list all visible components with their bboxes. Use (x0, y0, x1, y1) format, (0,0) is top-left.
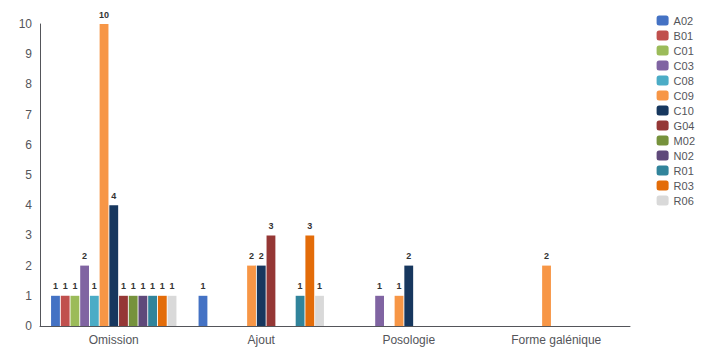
svg-text:1: 1 (121, 281, 126, 291)
svg-text:3: 3 (268, 221, 273, 231)
svg-text:C08: C08 (674, 75, 694, 87)
svg-text:Posologie: Posologie (382, 333, 435, 347)
svg-text:1: 1 (92, 281, 97, 291)
svg-text:Forme galénique: Forme galénique (511, 333, 601, 347)
svg-text:0: 0 (25, 319, 32, 333)
svg-text:1: 1 (72, 281, 77, 291)
svg-text:R03: R03 (674, 180, 694, 192)
svg-text:4: 4 (25, 198, 32, 212)
svg-text:4: 4 (111, 191, 116, 201)
svg-text:N02: N02 (674, 150, 694, 162)
svg-text:C01: C01 (674, 45, 694, 57)
svg-text:5: 5 (25, 168, 32, 182)
svg-text:1: 1 (170, 281, 175, 291)
svg-text:2: 2 (249, 251, 254, 261)
svg-text:Omission: Omission (89, 333, 139, 347)
svg-text:C03: C03 (674, 60, 694, 72)
svg-text:1: 1 (140, 281, 145, 291)
svg-text:2: 2 (406, 251, 411, 261)
svg-text:6: 6 (25, 138, 32, 152)
svg-text:10: 10 (19, 17, 33, 31)
svg-text:M02: M02 (674, 135, 695, 147)
svg-text:A02: A02 (674, 15, 694, 27)
svg-text:1: 1 (63, 281, 68, 291)
svg-text:C10: C10 (674, 105, 694, 117)
svg-text:R01: R01 (674, 165, 694, 177)
svg-text:2: 2 (544, 251, 549, 261)
svg-text:B01: B01 (674, 30, 694, 42)
svg-text:2: 2 (25, 259, 32, 273)
svg-text:C09: C09 (674, 90, 694, 102)
svg-text:9: 9 (25, 47, 32, 61)
svg-text:3: 3 (25, 228, 32, 242)
svg-text:2: 2 (259, 251, 264, 261)
svg-text:3: 3 (307, 221, 312, 231)
svg-text:1: 1 (53, 281, 58, 291)
svg-text:1: 1 (377, 281, 382, 291)
svg-text:1: 1 (160, 281, 165, 291)
svg-text:1: 1 (317, 281, 322, 291)
svg-text:10: 10 (99, 10, 109, 20)
svg-text:1: 1 (200, 281, 205, 291)
svg-text:1: 1 (298, 281, 303, 291)
svg-text:7: 7 (25, 108, 32, 122)
svg-text:Ajout: Ajout (248, 333, 276, 347)
svg-text:R06: R06 (674, 195, 694, 207)
svg-text:1: 1 (131, 281, 136, 291)
svg-text:1: 1 (150, 281, 155, 291)
svg-text:2: 2 (82, 251, 87, 261)
svg-text:G04: G04 (674, 120, 695, 132)
svg-text:8: 8 (25, 77, 32, 91)
svg-text:1: 1 (397, 281, 402, 291)
svg-text:1: 1 (25, 289, 32, 303)
